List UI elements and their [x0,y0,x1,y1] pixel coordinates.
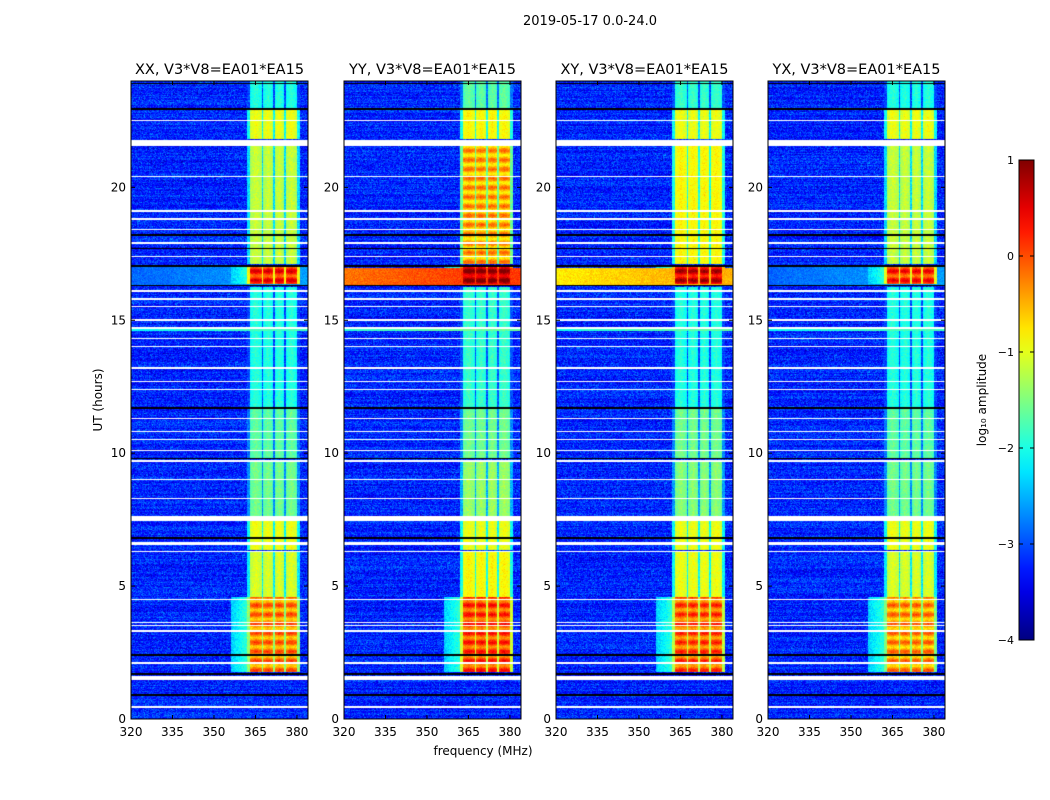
x-axis-label: frequency (MHz) [433,744,532,758]
x-tick-label: 380 [285,725,308,739]
colorbar-tick-label: −1 [998,346,1014,359]
spectrogram-2 [556,81,733,719]
y-tick-label: 15 [324,313,339,327]
colorbar-label: log₁₀ amplitude [975,354,989,446]
colorbar-tick-label: 1 [1007,154,1014,167]
spectrogram-3 [768,81,945,719]
x-tick-label: 350 [203,725,226,739]
y-tick-label: 15 [748,313,763,327]
x-tick-label: 335 [161,725,184,739]
panel-frame [555,80,734,720]
y-tick-label: 0 [755,712,763,726]
x-tick-label: 335 [586,725,609,739]
x-tick-label: 365 [457,725,480,739]
x-tick-label: 365 [669,725,692,739]
y-tick-label: 5 [755,579,763,593]
y-tick-label: 20 [748,180,763,194]
y-tick-label: 20 [536,180,551,194]
x-tick-label: 320 [120,725,143,739]
y-tick-label: 5 [331,579,339,593]
y-axis-label: UT (hours) [91,368,105,431]
panel-title: YY, V3*V8=EA01*EA15 [348,62,516,78]
colorbar-tick-label: 0 [1007,250,1014,263]
y-tick-label: 10 [111,446,126,460]
panel-frame [343,80,522,720]
y-tick-label: 10 [324,446,339,460]
x-tick-label: 365 [881,725,904,739]
colorbar-tick-label: −3 [998,538,1014,551]
y-tick-label: 0 [331,712,339,726]
panel-title: YX, V3*V8=EA01*EA15 [771,62,940,78]
y-tick-label: 0 [118,712,126,726]
x-tick-label: 365 [244,725,267,739]
panel-title: XY, V3*V8=EA01*EA15 [560,62,728,78]
colorbar-tick-label: −4 [998,634,1014,647]
x-tick-label: 380 [922,725,945,739]
colorbar [1018,159,1035,641]
x-tick-label: 350 [416,725,439,739]
x-tick-label: 320 [545,725,568,739]
colorbar-tick-label: −2 [998,442,1014,455]
x-tick-label: 380 [710,725,733,739]
y-tick-label: 15 [536,313,551,327]
x-tick-label: 320 [333,725,356,739]
x-tick-label: 335 [374,725,397,739]
y-tick-label: 15 [111,313,126,327]
figure-title: 2019-05-17 0.0-24.0 [523,14,657,29]
x-tick-label: 320 [757,725,780,739]
y-tick-label: 10 [536,446,551,460]
y-tick-label: 5 [118,579,126,593]
x-tick-label: 350 [840,725,863,739]
spectrogram-0 [131,81,308,719]
panel-title: XX, V3*V8=EA01*EA15 [135,62,304,78]
x-tick-label: 380 [498,725,521,739]
y-tick-label: 20 [111,180,126,194]
x-tick-label: 335 [798,725,821,739]
y-tick-label: 5 [543,579,551,593]
spectrogram-1 [344,81,521,719]
y-tick-label: 10 [748,446,763,460]
y-tick-label: 20 [324,180,339,194]
panel-frame [767,80,946,720]
panel-frame [130,80,309,720]
y-tick-label: 0 [543,712,551,726]
x-tick-label: 350 [628,725,651,739]
